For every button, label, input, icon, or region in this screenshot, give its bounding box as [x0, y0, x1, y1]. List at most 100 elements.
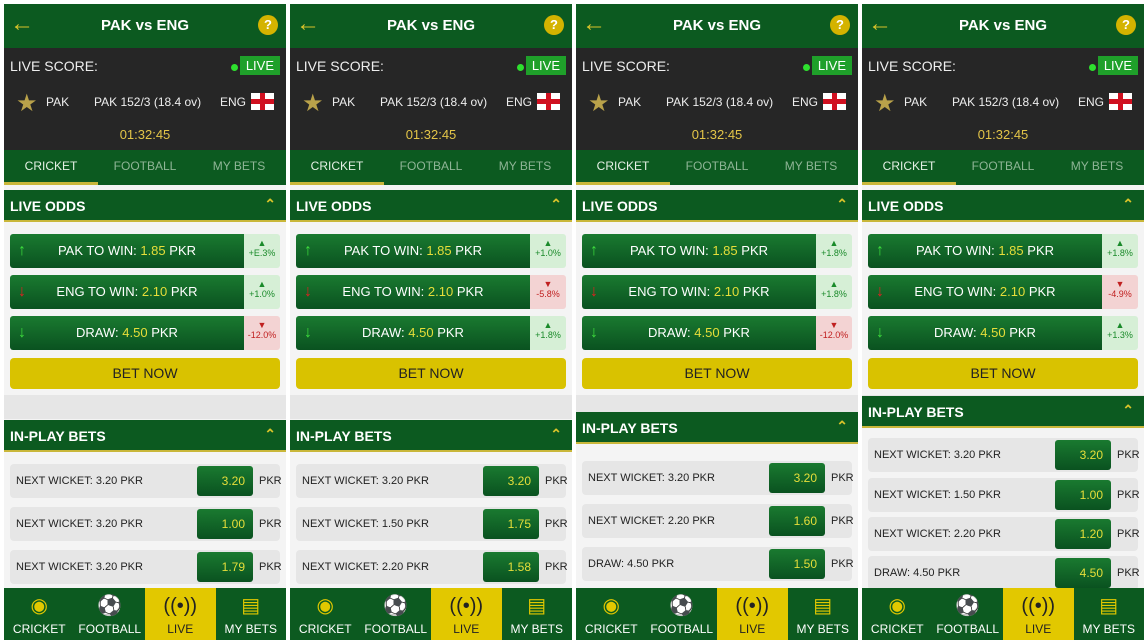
odds-button[interactable]: ↑ PAK TO WIN: 1.85 PKR — [296, 234, 530, 268]
in-play-header[interactable]: IN-PLAY BETS ⌃ — [4, 420, 286, 452]
tab-cricket[interactable]: CRICKET — [576, 150, 670, 185]
nav-cricket[interactable]: ◉ CRICKET — [290, 588, 361, 640]
odds-button[interactable]: ↓ DRAW: 4.50 PKR — [868, 316, 1102, 350]
odds-row[interactable]: ↑ PAK TO WIN: 1.85 PKR ▲ +1.0% — [296, 234, 566, 268]
chevron-up-icon[interactable]: ⌃ — [264, 426, 276, 442]
nav-football[interactable]: ⚽ FOOTBALL — [933, 588, 1004, 640]
tab-football[interactable]: FOOTBALL — [971, 159, 1035, 173]
odds-label: ENG TO WIN: — [56, 284, 139, 299]
bet-unit: PKR — [545, 475, 568, 487]
tab-my-bets[interactable]: MY BETS — [498, 159, 552, 173]
bet-odds-button[interactable]: 1.60 — [769, 506, 825, 536]
odds-row[interactable]: ↓ ENG TO WIN: 2.10 PKR ▲ +1.0% — [10, 275, 280, 309]
odds-row[interactable]: ↓ ENG TO WIN: 2.10 PKR ▼ -5.8% — [296, 275, 566, 309]
help-icon[interactable]: ? — [258, 15, 278, 35]
nav-my-bets[interactable]: ▤ MY BETS — [502, 588, 573, 640]
chevron-up-icon[interactable]: ⌃ — [1122, 196, 1134, 212]
help-icon[interactable]: ? — [830, 15, 850, 35]
nav-football[interactable]: ⚽ FOOTBALL — [75, 588, 146, 640]
odds-row[interactable]: ↓ DRAW: 4.50 PKR ▼ -12.0% — [582, 316, 852, 350]
live-odds-header[interactable]: LIVE ODDS ⌃ — [862, 190, 1144, 222]
chevron-up-icon[interactable]: ⌃ — [836, 418, 848, 434]
bet-now-button[interactable]: BET NOW — [10, 358, 280, 389]
odds-label: ENG TO WIN: — [342, 284, 425, 299]
nav-my-bets[interactable]: ▤ MY BETS — [788, 588, 859, 640]
bet-label: NEXT WICKET: 3.20 PKR — [16, 518, 143, 530]
bet-odds-button[interactable]: 1.79 — [197, 552, 253, 582]
odds-value: 1.85 — [998, 243, 1024, 258]
odds-row[interactable]: ↓ ENG TO WIN: 2.10 PKR ▲ +1.8% — [582, 275, 852, 309]
bet-odds-button[interactable]: 1.00 — [197, 509, 253, 539]
bet-odds-button[interactable]: 1.58 — [483, 552, 539, 582]
chevron-up-icon[interactable]: ⌃ — [836, 196, 848, 212]
odds-row[interactable]: ↓ ENG TO WIN: 2.10 PKR ▼ -4.9% — [868, 275, 1138, 309]
help-icon[interactable]: ? — [1116, 15, 1136, 35]
tab-football[interactable]: FOOTBALL — [399, 159, 463, 173]
bet-now-button[interactable]: BET NOW — [582, 358, 852, 389]
tab-cricket[interactable]: CRICKET — [862, 150, 956, 185]
nav-cricket[interactable]: ◉ CRICKET — [576, 588, 647, 640]
odds-button[interactable]: ↓ DRAW: 4.50 PKR — [296, 316, 530, 350]
in-play-header[interactable]: IN-PLAY BETS ⌃ — [862, 396, 1144, 428]
chevron-up-icon[interactable]: ⌃ — [264, 196, 276, 212]
tab-my-bets[interactable]: MY BETS — [212, 159, 266, 173]
tab-my-bets[interactable]: MY BETS — [1070, 159, 1124, 173]
arrow-left-icon[interactable]: ← — [868, 10, 892, 37]
nav-my-bets[interactable]: ▤ MY BETS — [216, 588, 287, 640]
chevron-up-icon[interactable]: ⌃ — [550, 196, 562, 212]
odds-row[interactable]: ↑ PAK TO WIN: 1.85 PKR ▲ +1.8% — [868, 234, 1138, 268]
bet-odds-button[interactable]: 1.00 — [1055, 480, 1111, 510]
arrow-left-icon[interactable]: ← — [296, 10, 320, 37]
bet-odds-button[interactable]: 3.20 — [197, 466, 253, 496]
odds-button[interactable]: ↓ ENG TO WIN: 2.10 PKR — [10, 275, 244, 309]
nav-live[interactable]: ((•)) LIVE — [145, 588, 216, 640]
tab-my-bets[interactable]: MY BETS — [784, 159, 838, 173]
odds-button[interactable]: ↑ PAK TO WIN: 1.85 PKR — [582, 234, 816, 268]
bet-odds-button[interactable]: 3.20 — [1055, 440, 1111, 470]
live-odds-header[interactable]: LIVE ODDS ⌃ — [4, 190, 286, 222]
bet-odds-button[interactable]: 1.50 — [769, 549, 825, 579]
odds-button[interactable]: ↓ DRAW: 4.50 PKR — [10, 316, 244, 350]
arrow-left-icon[interactable]: ← — [582, 10, 606, 37]
odds-button[interactable]: ↑ PAK TO WIN: 1.85 PKR — [868, 234, 1102, 268]
live-odds-header[interactable]: LIVE ODDS ⌃ — [290, 190, 572, 222]
nav-cricket[interactable]: ◉ CRICKET — [862, 588, 933, 640]
bet-odds-button[interactable]: 1.75 — [483, 509, 539, 539]
live-odds-header[interactable]: LIVE ODDS ⌃ — [576, 190, 858, 222]
nav-live[interactable]: ((•)) LIVE — [717, 588, 788, 640]
bet-now-button[interactable]: BET NOW — [296, 358, 566, 389]
in-play-header[interactable]: IN-PLAY BETS ⌃ — [576, 412, 858, 444]
tab-cricket[interactable]: CRICKET — [4, 150, 98, 185]
odds-button[interactable]: ↑ PAK TO WIN: 1.85 PKR — [10, 234, 244, 268]
nav-my-bets[interactable]: ▤ MY BETS — [1074, 588, 1145, 640]
bet-odds-button[interactable]: 4.50 — [1055, 558, 1111, 588]
odds-button[interactable]: ↓ ENG TO WIN: 2.10 PKR — [582, 275, 816, 309]
nav-live[interactable]: ((•)) LIVE — [431, 588, 502, 640]
odds-button[interactable]: ↓ DRAW: 4.50 PKR — [582, 316, 816, 350]
bet-odds-button[interactable]: 3.20 — [483, 466, 539, 496]
bet-now-button[interactable]: BET NOW — [868, 358, 1138, 389]
nav-football[interactable]: ⚽ FOOTBALL — [647, 588, 718, 640]
tab-football[interactable]: FOOTBALL — [685, 159, 749, 173]
nav-football[interactable]: ⚽ FOOTBALL — [361, 588, 432, 640]
in-play-header[interactable]: IN-PLAY BETS ⌃ — [290, 420, 572, 452]
help-icon[interactable]: ? — [544, 15, 564, 35]
arrow-left-icon[interactable]: ← — [10, 10, 34, 37]
chevron-up-icon[interactable]: ⌃ — [1122, 402, 1134, 418]
tab-football[interactable]: FOOTBALL — [113, 159, 177, 173]
odds-row[interactable]: ↓ DRAW: 4.50 PKR ▲ +1.8% — [296, 316, 566, 350]
match-timer: 01:32:45 — [119, 127, 171, 142]
odds-row[interactable]: ↓ DRAW: 4.50 PKR ▼ -12.0% — [10, 316, 280, 350]
nav-live[interactable]: ((•)) LIVE — [1003, 588, 1074, 640]
odds-button[interactable]: ↓ ENG TO WIN: 2.10 PKR — [296, 275, 530, 309]
odds-button[interactable]: ↓ ENG TO WIN: 2.10 PKR — [868, 275, 1102, 309]
chevron-up-icon[interactable]: ⌃ — [550, 426, 562, 442]
bet-odds-button[interactable]: 3.20 — [769, 463, 825, 493]
odds-row[interactable]: ↑ PAK TO WIN: 1.85 PKR ▲ +E.3% — [10, 234, 280, 268]
nav-cricket[interactable]: ◉ CRICKET — [4, 588, 75, 640]
odds-row[interactable]: ↓ DRAW: 4.50 PKR ▲ +1.3% — [868, 316, 1138, 350]
odds-row[interactable]: ↑ PAK TO WIN: 1.85 PKR ▲ +1.8% — [582, 234, 852, 268]
bet-odds-button[interactable]: 1.20 — [1055, 519, 1111, 549]
tab-cricket[interactable]: CRICKET — [290, 150, 384, 185]
odds-label: DRAW: — [76, 325, 119, 340]
